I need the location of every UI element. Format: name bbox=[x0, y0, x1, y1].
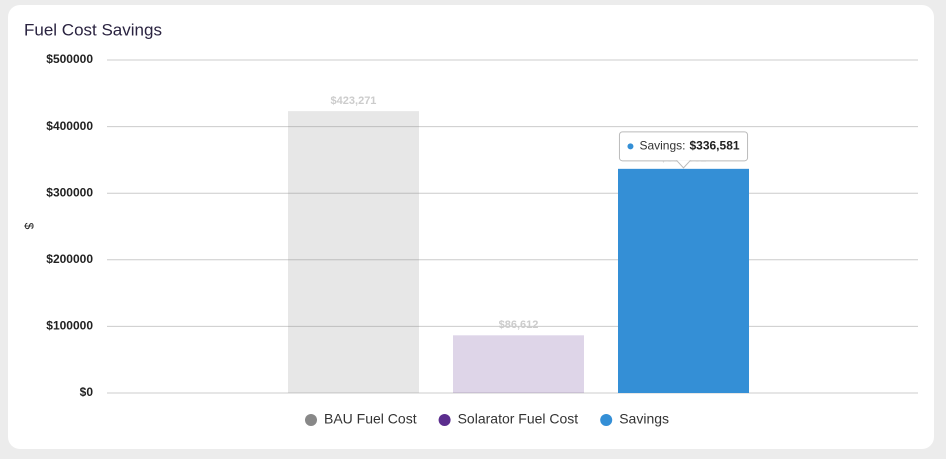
legend-label: BAU Fuel Cost bbox=[324, 411, 417, 427]
tooltip-pointer bbox=[676, 159, 691, 169]
y-tick-label: $0 bbox=[80, 385, 94, 399]
legend-label: Savings bbox=[619, 411, 669, 427]
legend-marker bbox=[600, 414, 613, 426]
bar bbox=[288, 111, 419, 394]
bar bbox=[618, 168, 749, 393]
y-tick-label: $200000 bbox=[46, 252, 93, 266]
value-label: $86,612 bbox=[499, 319, 539, 331]
legend-marker bbox=[305, 414, 317, 426]
legend-marker bbox=[438, 414, 451, 426]
tooltip-marker bbox=[627, 143, 634, 150]
bar bbox=[453, 335, 584, 393]
y-tick-label: $300000 bbox=[46, 185, 93, 199]
y-tick-label: $400000 bbox=[46, 119, 93, 133]
tooltip-value: $336,581 bbox=[689, 139, 739, 153]
tooltip-label: Savings: bbox=[639, 139, 685, 153]
y-axis-title: $ bbox=[22, 223, 36, 230]
y-tick-label: $500000 bbox=[46, 52, 93, 66]
y-tick-label: $100000 bbox=[46, 319, 93, 333]
chart-title: Fuel Cost Savings bbox=[24, 20, 162, 39]
legend-label: Solarator Fuel Cost bbox=[458, 411, 579, 427]
value-label: $423,271 bbox=[331, 95, 377, 107]
tooltip: Savings: $336,581 bbox=[618, 131, 749, 169]
